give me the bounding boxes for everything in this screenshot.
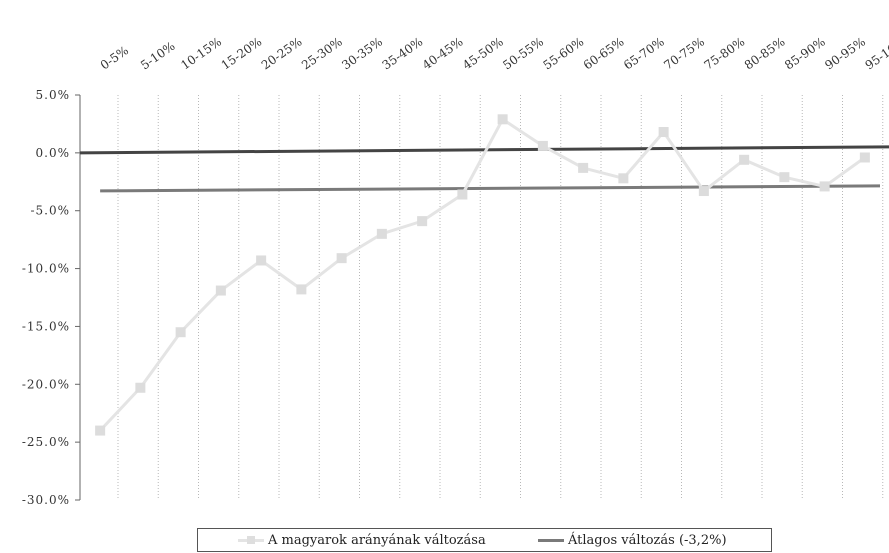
series-line-hungarian-share [99, 117, 866, 432]
y-tick-label: -15.0% [22, 319, 70, 333]
x-tick-label: 85-90% [782, 35, 828, 73]
legend-item-hungarian-share: A magyarok arányának változása [238, 529, 486, 551]
legend-label: A magyarok arányának változása [268, 532, 486, 548]
y-axis-labels: 5.0% 0.0% -5.0% -10.0% -15.0% -20.0% -25.0% -30… [22, 88, 71, 507]
y-tick-label: -5.0% [30, 204, 70, 218]
data-point [135, 382, 146, 393]
data-point [215, 285, 226, 296]
x-tick-label: 45-50% [460, 35, 506, 73]
y-tick-label: -30.0% [22, 493, 70, 507]
x-tick-label: 10-15% [178, 35, 224, 73]
data-point [537, 140, 548, 151]
data-point [336, 253, 347, 264]
data-point [296, 284, 307, 295]
x-tick-label: 70-75% [661, 35, 707, 73]
data-point [95, 425, 106, 436]
data-point [859, 152, 870, 163]
data-point [578, 162, 589, 173]
x-tick-label: 50-55% [500, 35, 546, 73]
average-line [100, 184, 881, 193]
data-point [417, 216, 428, 227]
data-point [698, 186, 709, 197]
x-tick-label: 95-100% [863, 30, 889, 72]
legend-swatch-dark [538, 538, 564, 542]
data-point [618, 173, 629, 184]
data-point [779, 172, 790, 183]
y-tick-label: -10.0% [22, 262, 70, 276]
x-tick-label: 60-65% [581, 35, 627, 73]
x-axis-labels: 0-5% 5-10% 10-15%15-20%20-25%25-30%30-35%3… [98, 30, 889, 72]
x-tick-label: 40-45% [420, 35, 466, 73]
y-axis [75, 94, 81, 501]
zero-line [79, 145, 889, 155]
data-point [175, 327, 186, 338]
x-tick-label: 15-20% [219, 35, 265, 73]
x-tick-label: 55-60% [541, 35, 587, 73]
x-tick-label: 20-25% [259, 35, 305, 73]
y-tick-label: 5.0% [36, 88, 71, 102]
data-point [376, 228, 387, 239]
data-point [658, 127, 669, 138]
x-tick-label: 35-40% [380, 35, 426, 73]
x-tick-label: 30-35% [339, 35, 385, 73]
data-point [256, 255, 267, 266]
x-tick-label: 80-85% [742, 35, 788, 73]
data-point [739, 154, 750, 165]
y-tick-label: 0.0% [36, 146, 71, 160]
x-tick-label: 90-95% [822, 35, 868, 73]
x-tick-label: 0-5% [98, 43, 131, 72]
x-tick-label: 5-10% [138, 39, 177, 72]
legend: A magyarok arányának változása Átlagos v… [197, 528, 772, 552]
x-tick-label: 65-70% [621, 35, 667, 73]
x-tick-label: 75-80% [702, 35, 748, 73]
legend-label: Átlagos változás (-3,2%) [568, 532, 727, 548]
x-tick-label: 25-30% [299, 35, 345, 73]
data-point [819, 181, 830, 192]
legend-item-average-change: Átlagos változás (-3,2%) [538, 529, 727, 551]
data-point [497, 114, 508, 125]
y-tick-label: -25.0% [22, 435, 70, 449]
series [79, 114, 889, 436]
data-point [457, 189, 468, 200]
y-tick-label: -20.0% [22, 377, 70, 391]
legend-swatch-light [238, 535, 264, 544]
gridlines [117, 95, 884, 500]
